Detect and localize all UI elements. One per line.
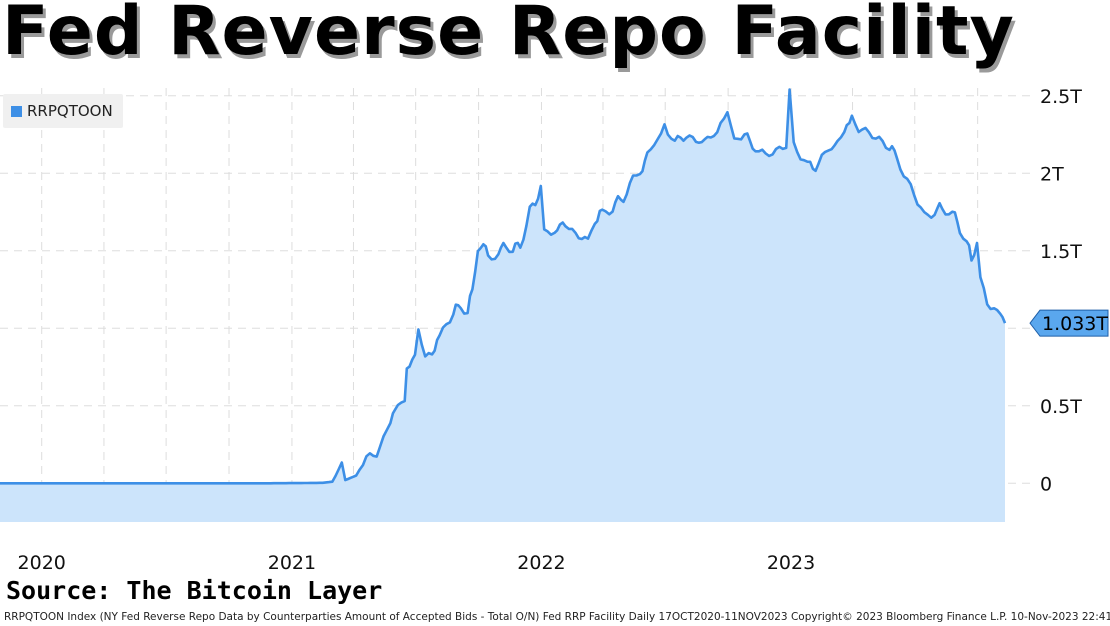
x-tick-label: 2021 bbox=[268, 552, 316, 574]
last-value-marker bbox=[1029, 309, 1109, 337]
series-line bbox=[0, 88, 1007, 485]
x-tick-label: 2023 bbox=[767, 552, 815, 574]
x-axis-ticks: 2020 2021 2022 2023 bbox=[18, 552, 816, 574]
x-tick-label: 2020 bbox=[18, 552, 66, 574]
chart-title: Fed Reverse Repo Facility bbox=[2, 0, 1015, 71]
source-note: Source: The Bitcoin Layer bbox=[6, 576, 383, 605]
y-tick-label: 2.5T bbox=[1040, 88, 1082, 108]
y-tick-label: 1.5T bbox=[1040, 241, 1082, 263]
last-value-text: 1.033T bbox=[1042, 313, 1108, 335]
series-area-fill bbox=[0, 89, 1005, 522]
x-tick-label: 2022 bbox=[517, 552, 565, 574]
footer-note: RRPQTOON Index (NY Fed Reverse Repo Data… bbox=[4, 611, 1110, 623]
y-tick-label: 0.5T bbox=[1040, 396, 1082, 418]
legend-entry: RRPQTOON bbox=[27, 102, 113, 120]
y-tick-label: 2T bbox=[1040, 163, 1064, 185]
legend-swatch bbox=[11, 105, 22, 117]
legend: RRPQTOON bbox=[3, 94, 123, 128]
last-value-label: 1.033T bbox=[1029, 309, 1109, 337]
y-tick-label: 0 bbox=[1040, 473, 1052, 495]
